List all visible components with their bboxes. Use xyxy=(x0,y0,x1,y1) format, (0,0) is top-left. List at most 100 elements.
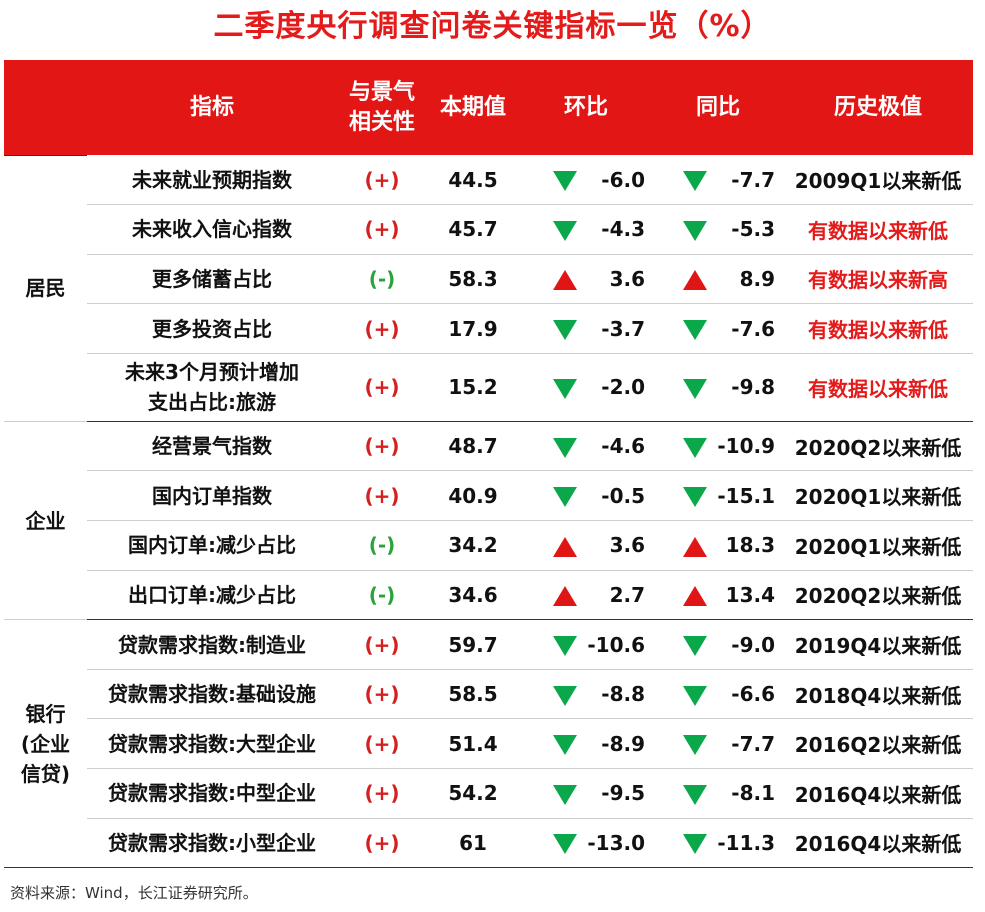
correlation-sign: (+) xyxy=(337,204,427,255)
green-triangle-down-icon xyxy=(683,487,708,508)
correlation-sign: (+) xyxy=(337,421,427,472)
header-indicator: 指标 xyxy=(189,94,234,120)
green-triangle-down-icon xyxy=(553,685,577,706)
qoq-change: 2.7 xyxy=(583,570,654,621)
yoy-change: 13.4 xyxy=(713,570,784,621)
green-triangle-down-icon xyxy=(683,636,708,657)
qoq-change: 3.6 xyxy=(583,254,654,305)
qoq-change: -8.9 xyxy=(583,718,654,770)
yoy-change: -10.9 xyxy=(713,421,784,472)
green-triangle-down-icon xyxy=(683,735,708,756)
red-triangle-up-icon xyxy=(553,586,577,607)
correlation-sign: (+) xyxy=(337,155,427,206)
yoy-change: -8.1 xyxy=(713,768,784,819)
record-label: 有数据以来新低 xyxy=(783,303,974,354)
indicator-name-line2: 支出占比:旅游 xyxy=(148,390,276,415)
record-label: 2016Q2以来新低 xyxy=(783,718,974,770)
green-triangle-down-icon xyxy=(553,171,577,192)
header-qoq: 环比 xyxy=(564,94,609,120)
current-value: 48.7 xyxy=(427,421,519,472)
record-label: 2020Q1以来新低 xyxy=(783,470,974,522)
yoy-change: -11.3 xyxy=(713,818,784,869)
green-triangle-down-icon xyxy=(553,834,577,855)
record-label: 有数据以来新低 xyxy=(783,353,974,422)
green-triangle-down-icon xyxy=(683,171,708,192)
indicator-name: 贷款需求指数:小型企业 xyxy=(87,818,337,869)
correlation-sign: (+) xyxy=(337,619,427,670)
yoy-change: -9.8 xyxy=(713,353,784,422)
indicator-name: 贷款需求指数:制造业 xyxy=(87,619,337,670)
red-triangle-up-icon xyxy=(683,536,708,557)
record-label: 2016Q4以来新低 xyxy=(783,818,974,869)
qoq-change: -8.8 xyxy=(583,669,654,720)
correlation-sign: (-) xyxy=(337,570,427,621)
yoy-change: -9.0 xyxy=(713,619,784,670)
current-value: 44.5 xyxy=(427,155,519,206)
table-row: 银行 (企业 信贷) 贷款需求指数:制造业 (+) 59.7 -10.6 -9.… xyxy=(4,619,974,869)
record-label: 2016Q4以来新低 xyxy=(783,768,974,819)
record-label: 有数据以来新高 xyxy=(783,254,974,305)
current-value: 54.2 xyxy=(427,768,519,819)
current-value: 51.4 xyxy=(427,718,519,770)
green-triangle-down-icon xyxy=(683,320,708,341)
current-value: 58.5 xyxy=(427,669,519,720)
indicator-table: 指标 与景气 相关性 本期值 环比 同比 历史极值 居民 未来就业预期指数 (+… xyxy=(4,60,974,869)
record-label: 2019Q4以来新低 xyxy=(783,619,974,670)
record-label: 2020Q2以来新低 xyxy=(783,570,974,621)
qoq-change: 3.6 xyxy=(583,520,654,571)
indicator-name: 未来就业预期指数 xyxy=(87,155,337,206)
table-row: 贷款需求指数:中型企业 (+) 54.2 -9.5 -8.1 2016Q4以来新… xyxy=(4,768,974,819)
table-row: 国内订单指数 (+) 40.9 -0.5 -15.1 2020Q1以来新低 xyxy=(4,470,974,522)
current-value: 61 xyxy=(427,818,519,869)
green-triangle-down-icon xyxy=(683,220,708,241)
indicator-name: 出口订单:减少占比 xyxy=(87,570,337,621)
green-triangle-down-icon xyxy=(683,378,708,399)
group-label-bank: 银行 (企业 信贷) xyxy=(4,619,87,869)
header-yoy: 同比 xyxy=(696,94,741,120)
qoq-change: -4.3 xyxy=(583,204,654,255)
table-row: 企业 经营景气指数 (+) 48.7 -4.6 -10.9 2020Q2以来新低 xyxy=(4,420,974,621)
indicator-name: 国内订单指数 xyxy=(87,470,337,522)
table-row: 贷款需求指数:小型企业 (+) 61 -13.0 -11.3 2016Q4以来新… xyxy=(4,818,974,869)
record-label: 2020Q1以来新低 xyxy=(783,520,974,571)
table-row: 出口订单:减少占比 (-) 34.6 2.7 13.4 2020Q2以来新低 xyxy=(4,570,974,621)
current-value: 34.2 xyxy=(427,520,519,571)
yoy-change: -7.7 xyxy=(713,155,784,206)
correlation-sign: (+) xyxy=(337,303,427,354)
qoq-change: -0.5 xyxy=(583,470,654,522)
correlation-sign: (+) xyxy=(337,818,427,869)
record-label: 2018Q4以来新低 xyxy=(783,669,974,720)
yoy-change: -7.7 xyxy=(713,718,784,770)
indicator-name: 贷款需求指数:大型企业 xyxy=(87,718,337,770)
indicator-name: 贷款需求指数:基础设施 xyxy=(87,669,337,720)
yoy-change: -15.1 xyxy=(713,470,784,522)
header-group xyxy=(4,60,87,155)
green-triangle-down-icon xyxy=(553,320,577,341)
current-value: 15.2 xyxy=(427,353,519,422)
green-triangle-down-icon xyxy=(683,784,708,805)
source-note: 资料来源：Wind，长江证券研究所。 xyxy=(10,884,258,902)
qoq-change: -3.7 xyxy=(583,303,654,354)
group-label-enterprise: 企业 xyxy=(4,420,87,621)
correlation-sign: (+) xyxy=(337,768,427,819)
page-title: 二季度央行调查问卷关键指标一览（%） xyxy=(213,9,772,44)
correlation-sign: (+) xyxy=(337,353,427,422)
green-triangle-down-icon xyxy=(553,220,577,241)
yoy-change: 18.3 xyxy=(713,520,784,571)
group-label-bank-line1: 银行 xyxy=(25,701,66,726)
table-row: 更多投资占比 (+) 17.9 -3.7 -7.6 有数据以来新低 xyxy=(4,303,974,354)
indicator-name: 更多储蓄占比 xyxy=(87,254,337,305)
current-value: 58.3 xyxy=(427,254,519,305)
yoy-change: -5.3 xyxy=(713,204,784,255)
qoq-change: -6.0 xyxy=(583,155,654,206)
indicator-name: 未来收入信心指数 xyxy=(87,204,337,255)
red-triangle-up-icon xyxy=(553,536,577,557)
header-record: 历史极值 xyxy=(834,94,923,120)
green-triangle-down-icon xyxy=(553,735,577,756)
table-row: 未来收入信心指数 (+) 45.7 -4.3 -5.3 有数据以来新低 xyxy=(4,204,974,255)
correlation-sign: (-) xyxy=(337,520,427,571)
table-row: 贷款需求指数:大型企业 (+) 51.4 -8.9 -7.7 2016Q2以来新… xyxy=(4,718,974,770)
qoq-change: -13.0 xyxy=(583,818,654,869)
current-value: 59.7 xyxy=(427,619,519,670)
yoy-change: -6.6 xyxy=(713,669,784,720)
